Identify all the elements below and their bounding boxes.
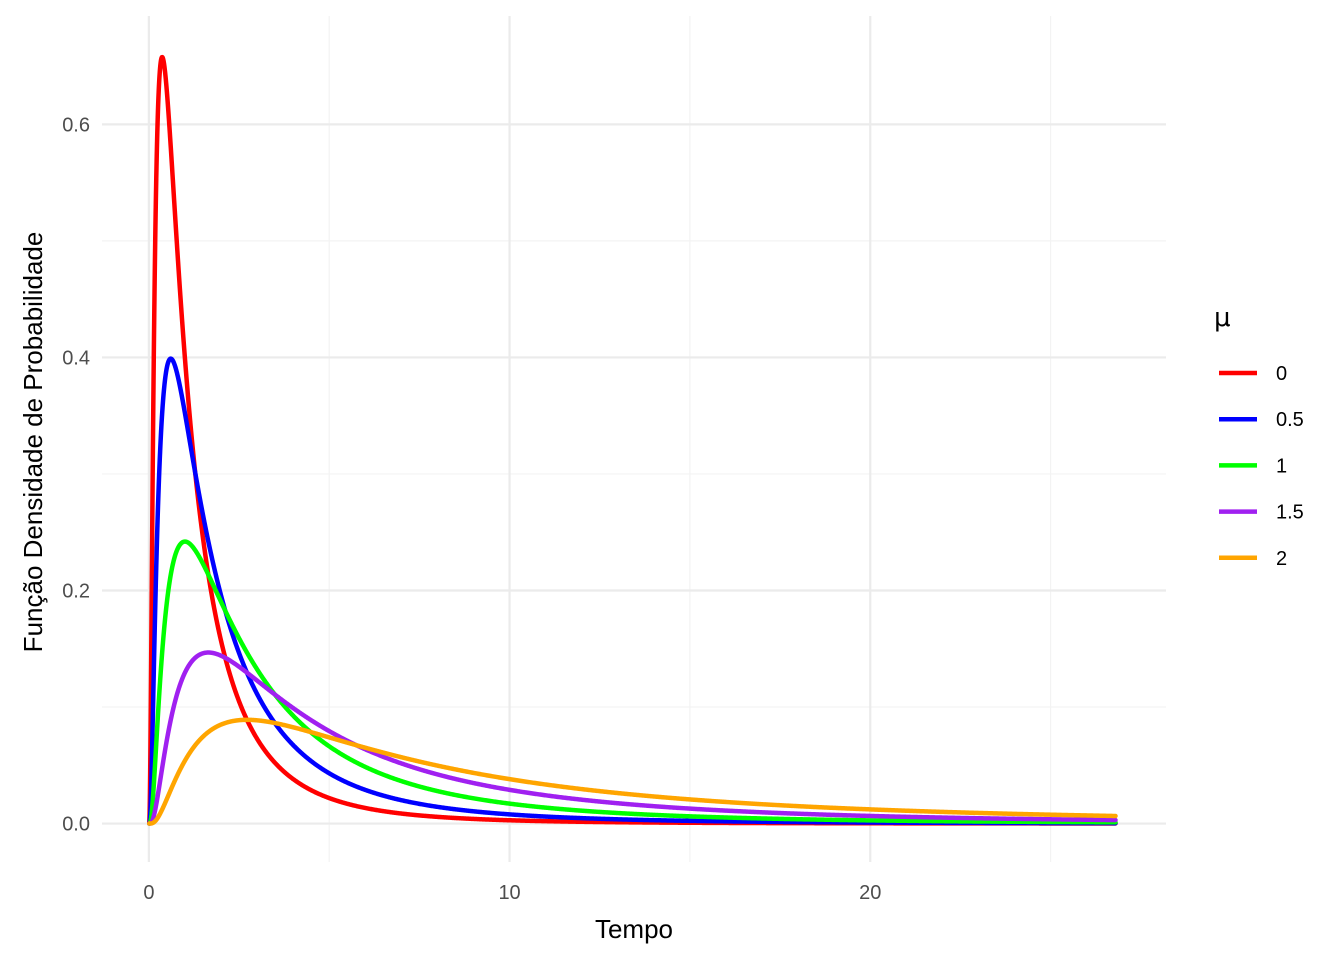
legend-label-2: 2 (1276, 548, 1287, 570)
y-tick-label: 0.2 (62, 580, 90, 602)
legend-label-1: 1 (1276, 455, 1287, 477)
series-line-1 (147, 539, 1118, 826)
grid-minor-lines (102, 16, 1166, 862)
legend-label-0-5: 0.5 (1276, 409, 1304, 431)
x-axis-tick-labels: 0 10 20 (143, 882, 881, 904)
legend-title: μ (1214, 303, 1231, 333)
legend-label-1-5: 1.5 (1276, 502, 1304, 524)
legend: μ 0 0.5 1 1.5 2 (1214, 303, 1304, 570)
series-curves (147, 54, 1118, 826)
series-line-2 (147, 717, 1118, 826)
x-axis-title: Tempo (595, 914, 673, 944)
x-tick-label: 0 (143, 882, 154, 904)
series-line-0-5 (147, 356, 1118, 826)
series-line-1-5 (147, 650, 1118, 826)
y-tick-label: 0.6 (62, 114, 90, 136)
x-tick-label: 10 (498, 882, 520, 904)
y-axis-tick-labels: 0.0 0.2 0.4 0.6 (62, 114, 90, 835)
y-tick-label: 0.4 (62, 347, 90, 369)
x-tick-label: 20 (859, 882, 881, 904)
grid-major-lines (102, 16, 1166, 862)
y-tick-label: 0.0 (62, 814, 90, 836)
y-axis-title: Função Densidade de Probabilidade (18, 232, 48, 653)
legend-label-0: 0 (1276, 363, 1287, 385)
